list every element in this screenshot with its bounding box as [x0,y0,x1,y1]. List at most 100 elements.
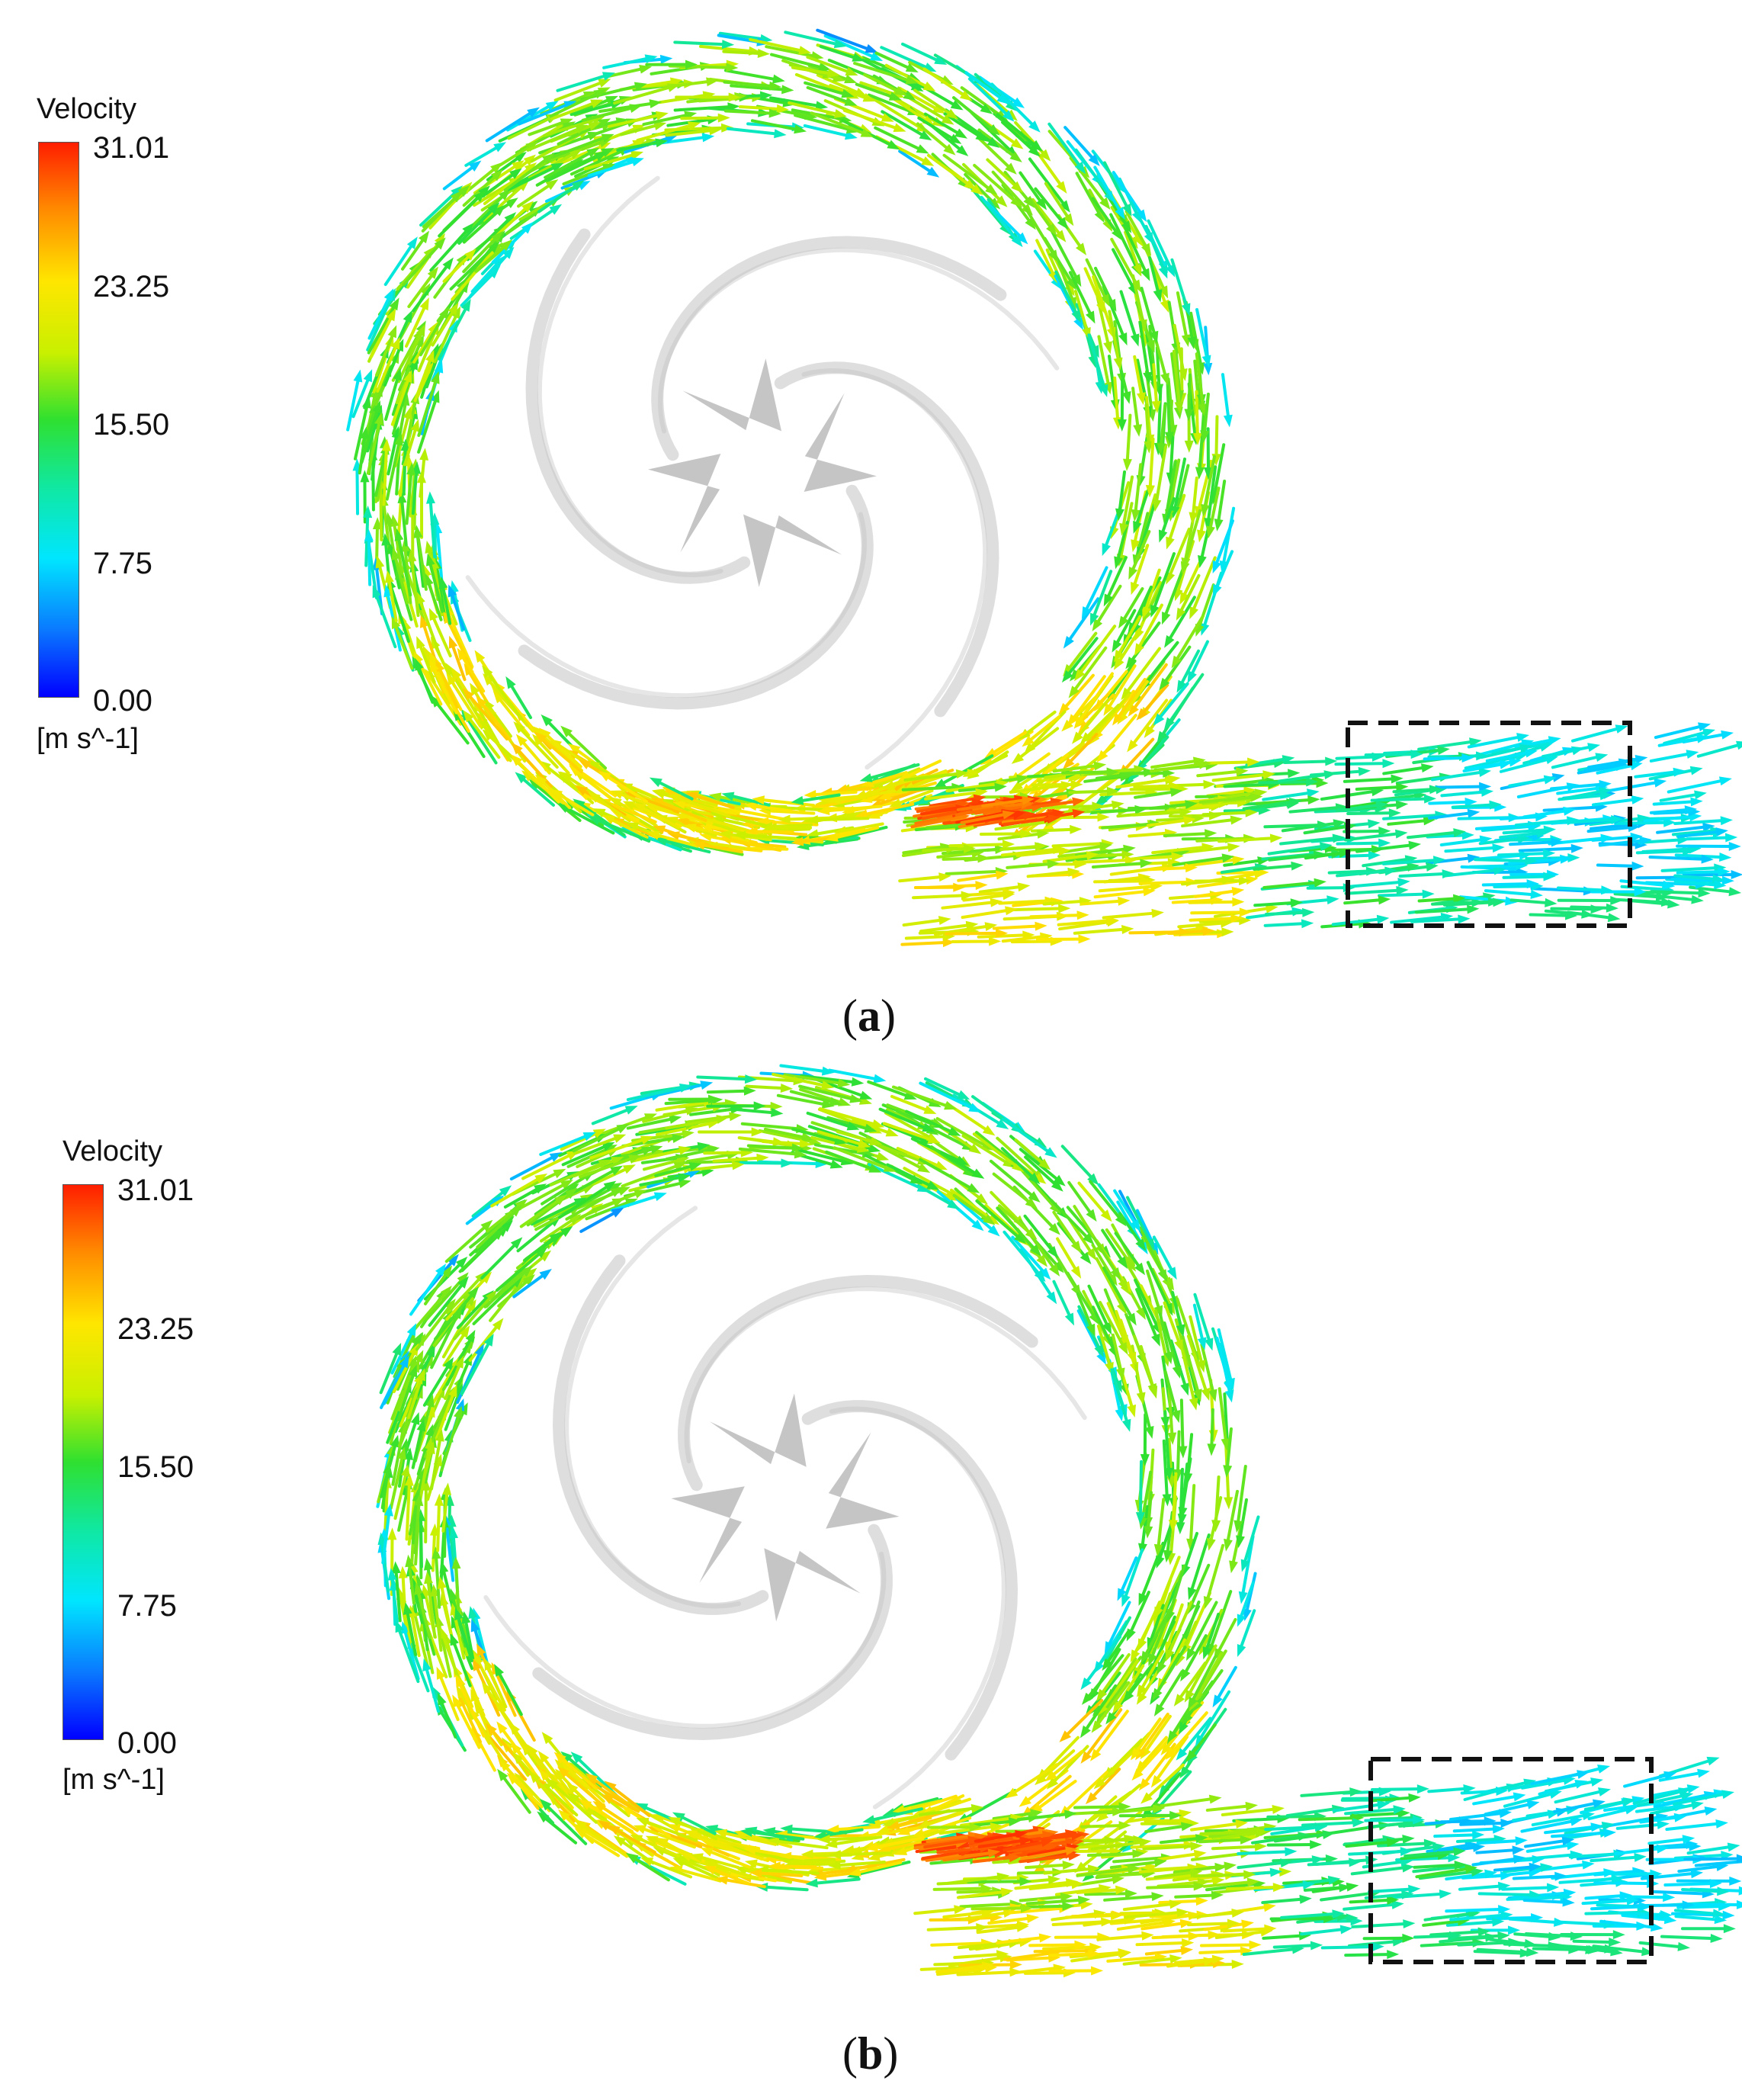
velocity-vector [1150,759,1211,773]
velocity-vector [1449,1911,1513,1922]
velocity-vector [1676,867,1731,877]
velocity-vector [1159,645,1192,691]
velocity-vector [688,1161,745,1172]
legend-tick: 15.50 [117,1450,194,1484]
velocity-vector [800,1074,865,1087]
velocity-vector [1151,843,1214,855]
velocity-vector [942,1848,1001,1862]
velocity-vector [633,1825,696,1849]
velocity-vector [549,1159,611,1186]
velocity-vector [967,184,1012,236]
velocity-vector [1002,814,1060,827]
velocity-vector [1005,1763,1059,1799]
velocity-vector [429,660,458,714]
velocity-vector [1362,1933,1415,1943]
velocity-vector [1020,1846,1078,1861]
velocity-vector [738,104,789,114]
velocity-vector [587,157,644,178]
velocity-vector [1413,1861,1467,1870]
velocity-vector [616,138,669,152]
velocity-vector [539,1798,588,1845]
velocity-vector [1171,1290,1185,1337]
velocity-vector [550,99,604,120]
velocity-vector [665,1115,730,1130]
velocity-vector [1344,1805,1406,1816]
velocity-vector [977,128,1022,162]
velocity-vector [973,163,1023,208]
velocity-vector [1388,1889,1452,1899]
velocity-vector [1073,925,1134,935]
velocity-vector [1484,889,1543,899]
velocity-vector [1691,1899,1742,1909]
velocity-vector [462,204,506,244]
velocity-vector [1590,1902,1652,1912]
velocity-vector [1369,1793,1421,1803]
velocity-vector [1057,916,1118,926]
velocity-vector [1476,1836,1528,1846]
velocity-vector [1501,1883,1560,1893]
velocity-vector [1179,561,1201,605]
velocity-vector [418,1437,434,1506]
velocity-vector [598,99,662,113]
velocity-vector [1136,683,1169,721]
velocity-vector [1570,724,1628,743]
velocity-vector [933,922,998,936]
velocity-vector [941,897,1003,910]
velocity-vector [416,636,436,684]
legend-tick: 0.00 [117,1726,177,1760]
velocity-vector [1198,792,1263,804]
velocity-vector [900,938,955,948]
velocity-vector [791,66,840,78]
velocity-vector [453,1289,498,1341]
velocity-vector [961,906,1018,920]
velocity-vector [974,1829,1028,1843]
velocity-vector [464,142,507,167]
velocity-vector [1164,596,1196,648]
panel-b: Velocity 31.01 23.25 15.50 7.75 0.00 [m … [0,1050,1742,2100]
velocity-vector [1138,320,1153,385]
velocity-vector [791,793,841,805]
velocity-vector [602,54,658,69]
velocity-vector [917,116,962,144]
velocity-vector [1139,1344,1158,1399]
velocity-vector [714,1829,778,1846]
caption-letter: a [857,991,881,1041]
velocity-vector [1112,678,1147,726]
velocity-vector [1076,1885,1128,1895]
velocity-vector [1522,806,1576,819]
velocity-vector [1043,1864,1101,1875]
velocity-vector [470,255,505,294]
velocity-vector [1435,782,1492,792]
velocity-vector [1623,1771,1677,1788]
velocity-vector [416,591,441,657]
velocity-vector [383,236,418,287]
velocity-vector [938,1822,1003,1835]
velocity-vector [1253,861,1304,871]
velocity-vector [397,490,408,547]
velocity-vector [496,1246,548,1292]
velocity-vector [1084,1889,1137,1899]
legend-tick: 23.25 [93,270,170,303]
velocity-vector [919,1081,982,1113]
velocity-vector [1449,1809,1512,1822]
velocity-vector [1551,753,1609,769]
velocity-vector [828,1068,887,1084]
velocity-vector [649,777,694,801]
velocity-vector [393,1464,410,1520]
velocity-vector [745,827,794,836]
velocity-vector [400,438,410,496]
velocity-vector [425,573,443,621]
velocity-vector [527,1744,567,1797]
velocity-vector [1144,1946,1194,1956]
velocity-vector [469,246,515,297]
velocity-vector [430,1306,462,1369]
velocity-vector [1343,1899,1404,1911]
velocity-vector [1398,869,1455,879]
velocity-vector [1343,774,1404,784]
velocity-vector [517,179,559,208]
velocity-vector [1031,197,1067,242]
velocity-vector [1346,808,1401,818]
velocity-vector [430,1428,444,1491]
velocity-vector [428,1276,469,1327]
velocity-vector [1131,808,1192,817]
